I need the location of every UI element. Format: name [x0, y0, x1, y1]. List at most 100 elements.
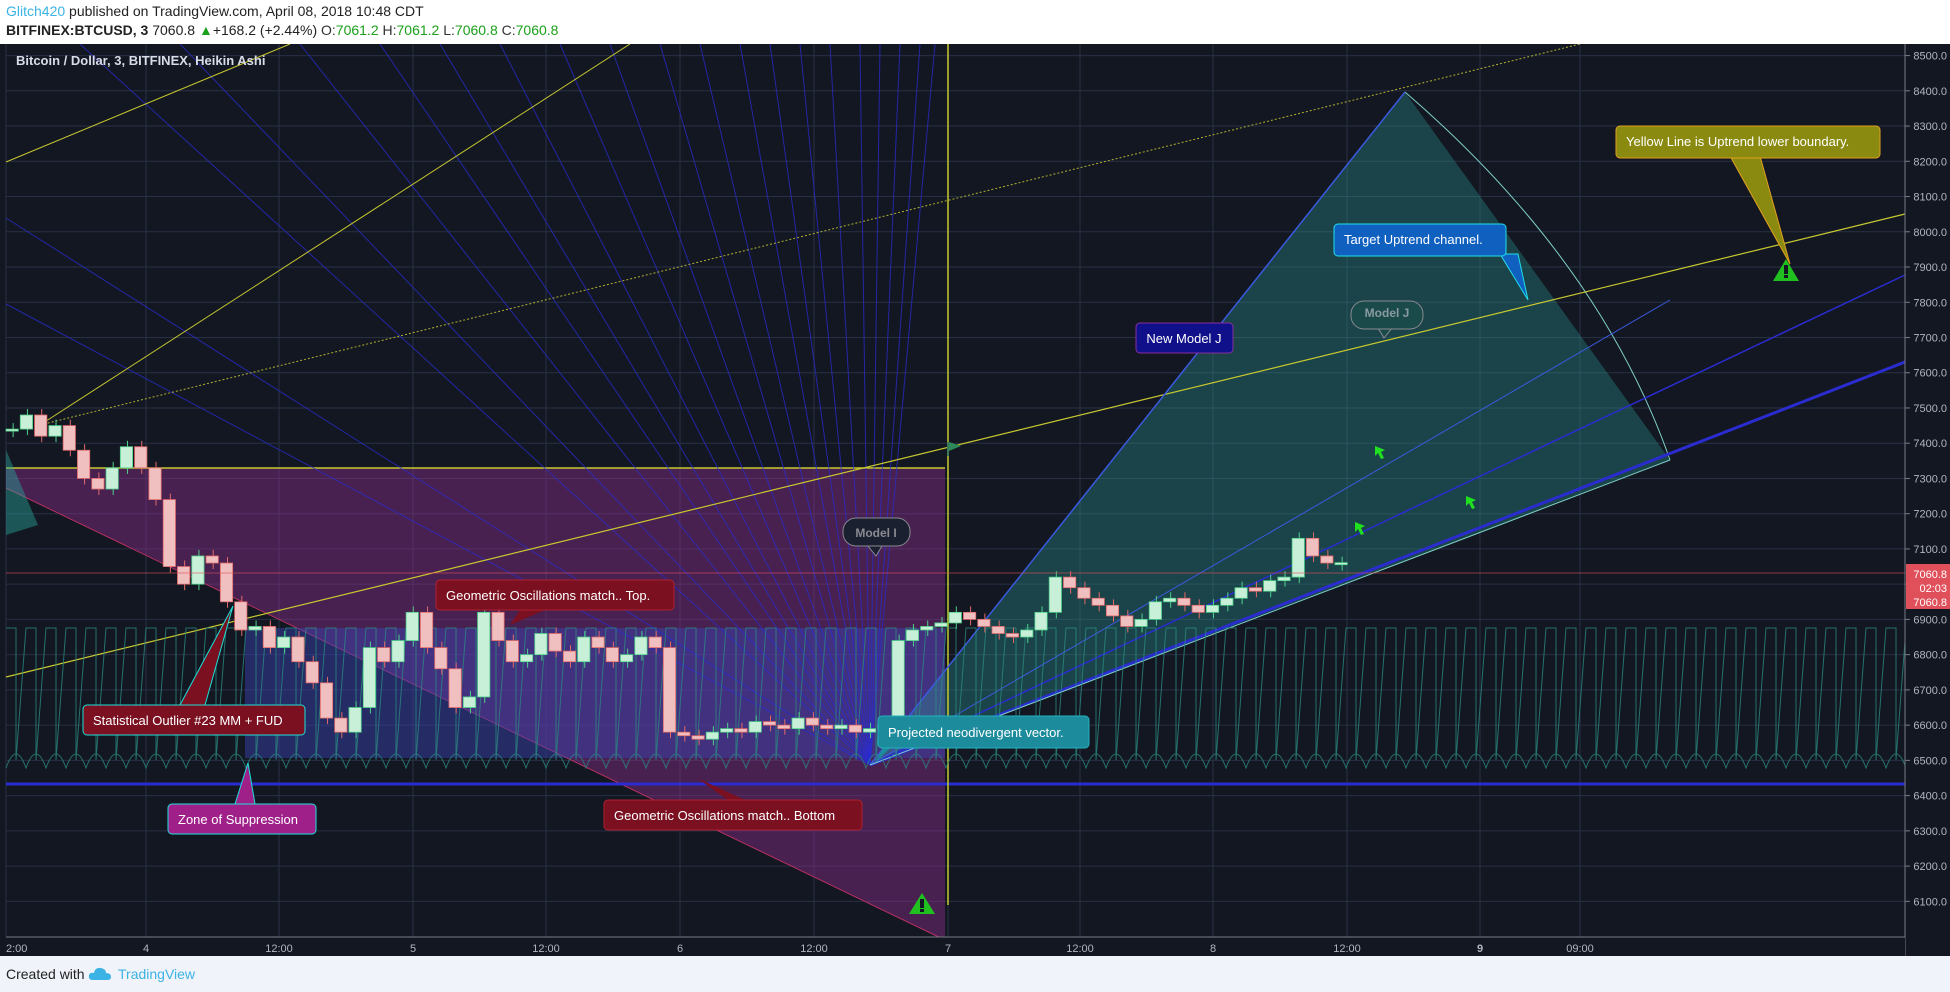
price-tick-label: 8000.0: [1913, 227, 1947, 239]
price-tick-label: 6600.0: [1913, 720, 1947, 732]
price-chart[interactable]: Geometric Oscillations match.. Top. Stat…: [0, 44, 1950, 956]
yellow-channel-line-1: [5, 44, 291, 163]
price-tick-label: 7900.0: [1913, 262, 1947, 274]
price-tick-label: 6300.0: [1913, 826, 1947, 838]
candle: [1334, 562, 1348, 566]
callout-text: Geometric Oscillations match.. Bottom: [614, 808, 835, 823]
callout-target-uptrend[interactable]: Target Uptrend channel.: [1333, 223, 1529, 301]
candle: [734, 728, 748, 733]
last-price-badge: 7060.8 02:03 7060.8: [1906, 564, 1950, 609]
author-link[interactable]: Glitch420: [6, 3, 66, 19]
candle: [48, 425, 62, 437]
publish-info: published on TradingView.com, April 08, …: [65, 3, 424, 19]
candle: [934, 622, 948, 627]
candle: [1034, 611, 1048, 631]
price-tick-label: 6400.0: [1913, 791, 1947, 803]
candle: [434, 647, 448, 670]
price-tick-label: 6800.0: [1913, 650, 1947, 662]
time-tick-label: 2:00: [6, 943, 27, 955]
chart-header: Glitch420 published on TradingView.com, …: [0, 0, 1950, 44]
candle: [748, 721, 762, 733]
time-axis[interactable]: [0, 937, 1905, 956]
fan-line: [869, 44, 901, 766]
callout-text: Geometric Oscillations match.. Top.: [446, 588, 650, 603]
candle: [905, 629, 919, 641]
candle: [1320, 555, 1334, 564]
callout-text: New Model J: [1146, 331, 1221, 346]
candle: [1306, 537, 1320, 557]
candle: [91, 478, 105, 490]
left-teal-wedge: [6, 450, 38, 535]
yellow-dotted-line: [39, 44, 1581, 426]
tradingview-link[interactable]: TradingView: [118, 966, 196, 982]
price-tick-label: 6200.0: [1913, 861, 1947, 873]
fan-line: [869, 44, 881, 766]
candle: [777, 724, 791, 730]
candle: [1134, 619, 1148, 627]
candle: [219, 562, 234, 603]
countdown-label: 02:03: [1919, 583, 1947, 595]
callout-model-i[interactable]: Model I: [842, 517, 911, 557]
candle: [1148, 601, 1162, 620]
callout-new-model-j[interactable]: New Model J: [1135, 322, 1234, 354]
time-tick-label: 4: [143, 943, 149, 955]
candle: [248, 626, 262, 631]
candle: [820, 724, 834, 730]
callout-zone-of-suppression[interactable]: Zone of Suppression: [167, 762, 317, 835]
fan-line: [5, 217, 871, 766]
callout-yellow-line-boundary[interactable]: Yellow Line is Uptrend lower boundary.: [1615, 125, 1881, 265]
callout-oscillation-bottom[interactable]: Geometric Oscillations match.. Bottom: [603, 778, 863, 831]
price-tick-label: 7700.0: [1913, 332, 1947, 344]
callout-oscillation-top[interactable]: Geometric Oscillations match.. Top.: [435, 579, 675, 625]
candle: [1248, 587, 1262, 592]
candle: [19, 414, 33, 430]
price-tick-label: 8500.0: [1913, 51, 1947, 63]
fan-line: [799, 44, 871, 766]
candle: [119, 446, 134, 469]
uptrend-channel-line-3: [869, 299, 1671, 766]
footer: Created with TradingView: [0, 956, 1950, 992]
chart-title: Bitcoin / Dollar, 3, BITFINEX, Heikin As…: [16, 53, 265, 68]
time-axis-ticks: 2:00 4 12:00 5 12:00 6 12:00 7 12:00 8 12:00 9 09:00: [6, 943, 1594, 955]
fan-line: [659, 44, 871, 766]
candle: [1091, 597, 1105, 606]
candle: [362, 647, 376, 708]
price-tick-label: 7500.0: [1913, 403, 1947, 415]
candle: [920, 626, 934, 631]
high-label: H:: [382, 22, 397, 38]
candle: [234, 601, 248, 631]
fan-line: [829, 44, 871, 766]
candle: [1077, 587, 1091, 599]
fan-line: [299, 44, 871, 766]
candle: [1263, 580, 1277, 592]
price-tick-label: 7400.0: [1913, 438, 1947, 450]
fan-line: [869, 44, 921, 766]
callout-text: Zone of Suppression: [178, 812, 298, 827]
candle: [1020, 629, 1034, 638]
uptrend-channel-line-2: [869, 274, 1906, 766]
candle: [548, 633, 562, 652]
price-axis[interactable]: [1905, 44, 1950, 956]
candle: [1105, 604, 1120, 617]
price-tick-label: 7800.0: [1913, 297, 1947, 309]
price-tick-label: 8200.0: [1913, 156, 1947, 168]
price-tick-label: 7600.0: [1913, 368, 1947, 380]
close-label: C:: [501, 22, 516, 38]
green-up-arrow-icon: [1375, 446, 1385, 459]
time-tick-label: 09:00: [1566, 943, 1594, 955]
candle: [77, 449, 91, 479]
candle: [34, 414, 48, 437]
candle: [991, 626, 1005, 634]
callout-statistical-outlier[interactable]: Statistical Outlier #23 MM + FUD: [82, 605, 306, 736]
candle: [319, 682, 334, 719]
candle: [963, 611, 977, 620]
callout-model-j[interactable]: Model J: [1350, 300, 1424, 339]
close-value: 7060.8: [515, 22, 559, 38]
open-label: O:: [321, 22, 336, 38]
price-tick-label: 8400.0: [1913, 86, 1947, 98]
callout-neodivergent-vector[interactable]: Projected neodivergent vector.: [875, 715, 1090, 763]
last-price-label: 7060.8: [1913, 569, 1947, 581]
callout-text: Target Uptrend channel.: [1344, 232, 1483, 247]
candle: [334, 717, 348, 733]
time-tick-label: 12:00: [265, 943, 293, 955]
